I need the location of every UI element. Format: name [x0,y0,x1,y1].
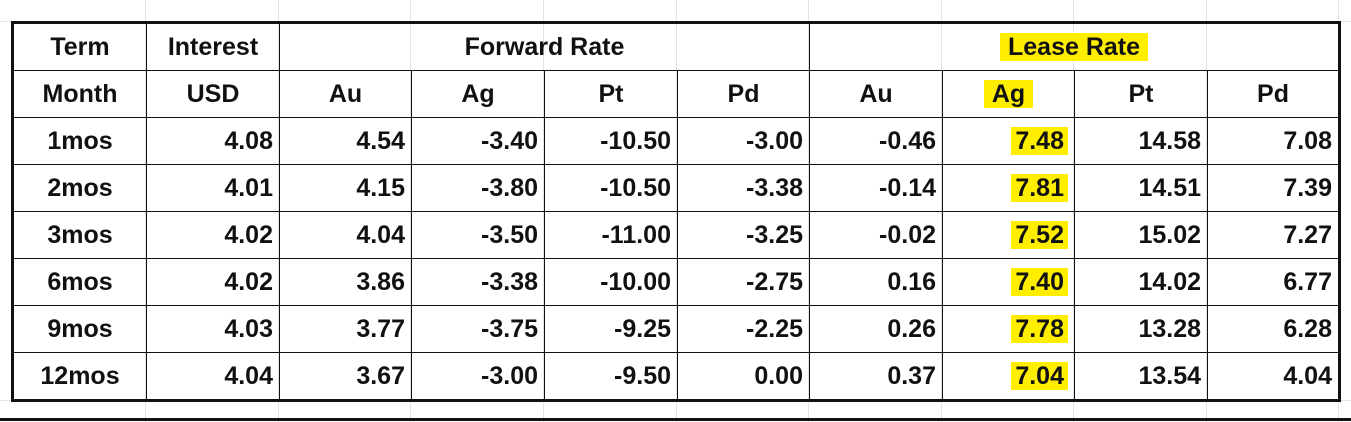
header-row-1: Term Interest Forward Rate Lease Rate [12,22,1340,71]
value-cell[interactable]: 4.04 [146,352,280,401]
lease-ag-cell[interactable]: 7.48 [942,117,1075,165]
value-cell[interactable]: 13.28 [1074,305,1208,353]
lease-ag-highlight: Ag [983,79,1034,108]
value-cell[interactable]: -10.00 [544,258,678,306]
value-cell[interactable]: -3.00 [411,352,545,401]
lease-ag-cell[interactable]: 7.78 [942,305,1075,353]
header-lease-ag[interactable]: Ag [942,70,1075,118]
value-cell[interactable]: 4.04 [279,211,412,259]
term-cell[interactable]: 3mos [12,211,147,259]
header-term[interactable]: Term [12,22,147,71]
value-cell[interactable]: -10.50 [544,164,678,212]
value-cell[interactable]: 7.27 [1207,211,1340,259]
header-lease-au[interactable]: Au [809,70,943,118]
header-fwd-au[interactable]: Au [279,70,412,118]
lease-ag-cell[interactable]: 7.04 [942,352,1075,401]
value-cell[interactable]: 4.08 [146,117,280,165]
value-cell[interactable]: 0.37 [809,352,943,401]
rates-table: Term Interest Forward Rate Lease Rate Mo… [11,21,1341,402]
value-cell[interactable]: -0.02 [809,211,943,259]
value-cell[interactable]: -3.38 [411,258,545,306]
value-cell[interactable]: -3.00 [677,117,810,165]
lease-ag-value: 7.48 [1011,126,1068,155]
value-cell[interactable]: 4.15 [279,164,412,212]
value-cell[interactable]: -11.00 [544,211,678,259]
table-row: 1mos 4.08 4.54 -3.40 -10.50 -3.00 -0.46 … [12,117,1340,165]
lease-ag-value: 7.78 [1011,314,1068,343]
lease-ag-cell[interactable]: 7.40 [942,258,1075,306]
value-cell[interactable]: -10.50 [544,117,678,165]
lease-rate-highlight: Lease Rate [999,32,1149,61]
lease-ag-cell[interactable]: 7.52 [942,211,1075,259]
value-cell[interactable]: 14.51 [1074,164,1208,212]
value-cell[interactable]: 0.26 [809,305,943,353]
value-cell[interactable]: 4.54 [279,117,412,165]
term-cell[interactable]: 12mos [12,352,147,401]
value-cell[interactable]: 15.02 [1074,211,1208,259]
value-cell[interactable]: -3.25 [677,211,810,259]
value-cell[interactable]: 3.77 [279,305,412,353]
value-cell[interactable]: 0.00 [677,352,810,401]
term-cell[interactable]: 2mos [12,164,147,212]
value-cell[interactable]: 14.58 [1074,117,1208,165]
value-cell[interactable]: -3.80 [411,164,545,212]
table-row: 6mos 4.02 3.86 -3.38 -10.00 -2.75 0.16 7… [12,258,1340,306]
value-cell[interactable]: 0.16 [809,258,943,306]
value-cell[interactable]: -0.14 [809,164,943,212]
term-cell[interactable]: 6mos [12,258,147,306]
header-lease-pt[interactable]: Pt [1074,70,1208,118]
header-forward-rate[interactable]: Forward Rate [279,22,810,71]
value-cell[interactable]: 6.28 [1207,305,1340,353]
table-row: 3mos 4.02 4.04 -3.50 -11.00 -3.25 -0.02 … [12,211,1340,259]
lease-ag-value: 7.52 [1011,220,1068,249]
lease-ag-value: 7.04 [1011,361,1068,390]
header-fwd-pt[interactable]: Pt [544,70,678,118]
value-cell[interactable]: -2.75 [677,258,810,306]
value-cell[interactable]: 14.02 [1074,258,1208,306]
term-cell[interactable]: 1mos [12,117,147,165]
term-cell[interactable]: 9mos [12,305,147,353]
value-cell[interactable]: 4.04 [1207,352,1340,401]
header-interest[interactable]: Interest [146,22,280,71]
table-row: 9mos 4.03 3.77 -3.75 -9.25 -2.25 0.26 7.… [12,305,1340,353]
header-fwd-pd[interactable]: Pd [677,70,810,118]
value-cell[interactable]: 7.08 [1207,117,1340,165]
lease-ag-value: 7.40 [1011,267,1068,296]
value-cell[interactable]: 3.67 [279,352,412,401]
header-fwd-ag[interactable]: Ag [411,70,545,118]
value-cell[interactable]: 13.54 [1074,352,1208,401]
bottom-border [0,418,1351,421]
value-cell[interactable]: -9.25 [544,305,678,353]
table-row: 2mos 4.01 4.15 -3.80 -10.50 -3.38 -0.14 … [12,164,1340,212]
table-row: 12mos 4.04 3.67 -3.00 -9.50 0.00 0.37 7.… [12,352,1340,401]
lease-ag-value: 7.81 [1011,173,1068,202]
value-cell[interactable]: 4.01 [146,164,280,212]
header-row-2: Month USD Au Ag Pt Pd Au Ag Pt Pd [12,70,1340,118]
header-lease-pd[interactable]: Pd [1207,70,1340,118]
value-cell[interactable]: -0.46 [809,117,943,165]
value-cell[interactable]: 4.02 [146,258,280,306]
value-cell[interactable]: 3.86 [279,258,412,306]
value-cell[interactable]: -2.25 [677,305,810,353]
header-usd[interactable]: USD [146,70,280,118]
value-cell[interactable]: -9.50 [544,352,678,401]
value-cell[interactable]: -3.38 [677,164,810,212]
value-cell[interactable]: 4.03 [146,305,280,353]
value-cell[interactable]: -3.75 [411,305,545,353]
value-cell[interactable]: 6.77 [1207,258,1340,306]
value-cell[interactable]: -3.40 [411,117,545,165]
value-cell[interactable]: 7.39 [1207,164,1340,212]
header-lease-rate[interactable]: Lease Rate [809,22,1340,71]
value-cell[interactable]: 4.02 [146,211,280,259]
value-cell[interactable]: -3.50 [411,211,545,259]
header-month[interactable]: Month [12,70,147,118]
lease-ag-cell[interactable]: 7.81 [942,164,1075,212]
